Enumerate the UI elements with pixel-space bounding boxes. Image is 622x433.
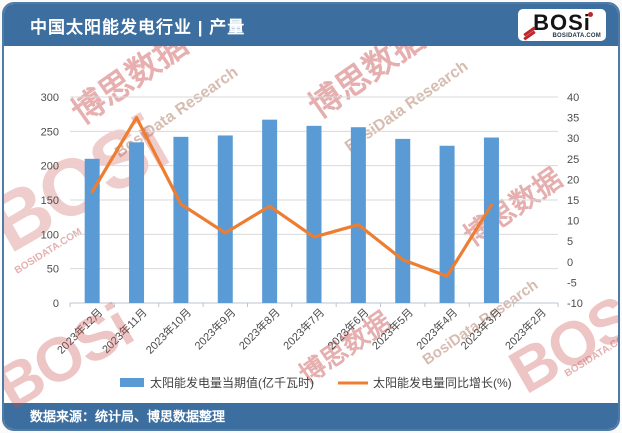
bar xyxy=(262,119,278,303)
right-axis-label: 0 xyxy=(567,257,573,269)
data-source-label: 数据来源：统计局、博思数据整理 xyxy=(30,409,226,424)
right-axis-label: 25 xyxy=(567,154,579,166)
bar xyxy=(483,137,499,303)
x-axis-label: 2023年7月 xyxy=(280,305,327,352)
x-axis-label: 2023年11月 xyxy=(99,305,150,356)
header-bar: 中国太阳能发电行业 | 产量 BOSi BOSIDATA.COM xyxy=(4,4,618,46)
right-axis-label: 20 xyxy=(567,174,579,186)
left-axis-label: 150 xyxy=(41,195,59,207)
left-axis-label: 50 xyxy=(47,264,59,276)
right-axis-label: 5 xyxy=(567,236,573,248)
left-axis-label: 0 xyxy=(53,298,59,310)
x-axis-label: 2023年3月 xyxy=(457,305,504,352)
legend-label-bar: 太阳能发电量当期值(亿千瓦时) xyxy=(150,375,314,390)
chart-area: 博思数据 BosiData Research BOSi 博思数据 BosiDat… xyxy=(4,19,618,403)
bar xyxy=(395,138,411,303)
right-axis-label: 15 xyxy=(567,195,579,207)
x-axis-label: 2023年9月 xyxy=(191,305,238,352)
right-axis-label: -5 xyxy=(567,277,577,289)
bar xyxy=(84,158,100,303)
x-axis-label: 2023年6月 xyxy=(324,305,371,352)
production-chart: 0 50 100 150 200 250 300 -10 -5 0 5 10 15 20 25 30 35 40 2… xyxy=(41,92,583,390)
left-axis-label: 200 xyxy=(41,161,59,173)
left-axis-label: 300 xyxy=(41,92,59,104)
page-title: 中国太阳能发电行业 | 产量 xyxy=(30,17,246,37)
x-axis-label: 2023年5月 xyxy=(369,305,416,352)
left-axis-label: 250 xyxy=(41,126,59,138)
x-axis-label: 2023年10月 xyxy=(143,305,194,356)
logo-wordmark: BOSi xyxy=(533,10,591,35)
left-axis-label: 100 xyxy=(41,229,59,241)
right-axis-label: -10 xyxy=(567,298,583,310)
x-axis-label: 2023年2月 xyxy=(502,305,549,352)
legend-label-line: 太阳能发电量同比增长(%) xyxy=(373,375,512,390)
bar xyxy=(217,135,233,303)
legend-swatch-bar xyxy=(120,378,144,387)
logo-stripes-icon xyxy=(523,26,536,41)
logo-domain: BOSIDATA.COM xyxy=(552,33,601,39)
bar xyxy=(129,142,145,303)
bar xyxy=(306,125,322,303)
right-axis-label: 40 xyxy=(567,92,579,104)
bar xyxy=(439,145,455,303)
x-axis-label: 2023年4月 xyxy=(413,305,460,352)
right-axis-label: 30 xyxy=(567,133,579,145)
x-axis-label: 2023年8月 xyxy=(236,305,283,352)
bar xyxy=(350,127,366,303)
bosi-logo: BOSi BOSIDATA.COM xyxy=(518,9,606,41)
right-axis-label: 10 xyxy=(567,216,579,228)
x-axis-label: 2023年12月 xyxy=(54,305,105,356)
bar xyxy=(173,136,189,303)
growth-line xyxy=(90,115,494,278)
right-axis-label: 35 xyxy=(567,113,579,125)
logo-i-dot-icon xyxy=(588,12,593,17)
footer-bar: 数据来源：统计局、博思数据整理 xyxy=(4,403,618,429)
